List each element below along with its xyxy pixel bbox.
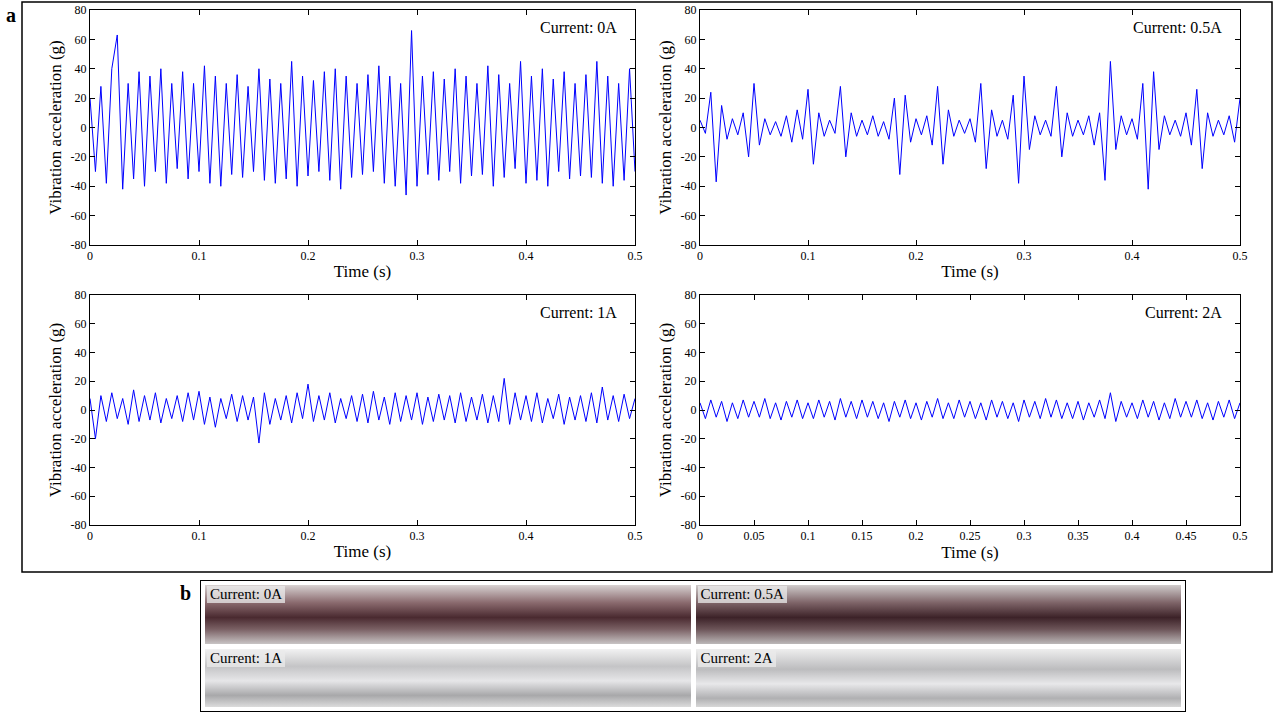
svg-text:0.1: 0.1	[192, 529, 207, 543]
svg-text:40: 40	[75, 62, 87, 76]
svg-text:20: 20	[75, 374, 87, 388]
svg-text:0.5: 0.5	[628, 529, 643, 543]
html-text:b: b	[180, 582, 192, 604]
svg-text:0.2: 0.2	[909, 249, 924, 263]
svg-text:0.5: 0.5	[628, 249, 643, 263]
svg-text:0: 0	[691, 403, 697, 417]
svg-text:Vibration acceleration (g): Vibration acceleration (g)	[46, 323, 65, 498]
svg-text:Time (s): Time (s)	[941, 543, 998, 562]
svg-text:20: 20	[685, 374, 697, 388]
svg-text:-40: -40	[681, 461, 697, 475]
svg-text:0.15: 0.15	[852, 529, 873, 543]
html-text:Current: 0A: Current: 0A	[210, 586, 283, 602]
svg-text:0.45: 0.45	[1176, 529, 1197, 543]
svg-text:0: 0	[87, 529, 93, 543]
svg-text:0.4: 0.4	[1125, 249, 1140, 263]
svg-text:Time (s): Time (s)	[941, 262, 998, 281]
svg-text:40: 40	[75, 346, 87, 360]
svg-text:Vibration acceleration (g): Vibration acceleration (g)	[656, 40, 675, 215]
svg-text:-40: -40	[71, 179, 87, 193]
svg-text:-40: -40	[681, 179, 697, 193]
svg-text:-20: -20	[71, 432, 87, 446]
svg-text:0.2: 0.2	[909, 529, 924, 543]
svg-text:60: 60	[75, 33, 87, 47]
svg-text:-60: -60	[71, 489, 87, 503]
svg-text:-20: -20	[681, 432, 697, 446]
svg-text:-80: -80	[71, 518, 87, 532]
svg-text:-80: -80	[681, 238, 697, 252]
svg-text:20: 20	[75, 91, 87, 105]
svg-text:60: 60	[75, 317, 87, 331]
svg-text:Time (s): Time (s)	[334, 542, 391, 561]
svg-text:0.2: 0.2	[301, 249, 316, 263]
svg-text:0.3: 0.3	[1017, 529, 1032, 543]
svg-text:0: 0	[697, 529, 703, 543]
svg-text:-40: -40	[71, 461, 87, 475]
svg-text:0.3: 0.3	[410, 529, 425, 543]
svg-text:0: 0	[81, 121, 87, 135]
svg-text:60: 60	[685, 33, 697, 47]
html-text:Current: 2A: Current: 2A	[700, 649, 773, 666]
svg-text:0.4: 0.4	[519, 529, 534, 543]
svg-text:0.35: 0.35	[1068, 529, 1089, 543]
svg-text:80: 80	[75, 288, 87, 302]
svg-text:Current: 0A: Current: 0A	[540, 19, 617, 36]
svg-text:80: 80	[685, 3, 697, 17]
svg-text:0.1: 0.1	[801, 529, 816, 543]
svg-text:0.1: 0.1	[801, 249, 816, 263]
svg-text:60: 60	[685, 317, 697, 331]
svg-text:0.5: 0.5	[1233, 249, 1248, 263]
svg-text:80: 80	[75, 3, 87, 17]
svg-text:0: 0	[81, 403, 87, 417]
svg-text:0.4: 0.4	[519, 249, 534, 263]
svg-text:-80: -80	[681, 518, 697, 532]
svg-text:0: 0	[697, 249, 703, 263]
svg-text:0: 0	[691, 121, 697, 135]
svg-text:-80: -80	[71, 238, 87, 252]
svg-text:Vibration acceleration (g): Vibration acceleration (g)	[46, 40, 65, 215]
svg-text:a: a	[6, 4, 16, 26]
svg-text:Vibration acceleration (g): Vibration acceleration (g)	[656, 323, 675, 498]
svg-text:Current: 1A: Current: 1A	[540, 304, 617, 321]
svg-text:0.1: 0.1	[192, 249, 207, 263]
svg-text:0.3: 0.3	[410, 249, 425, 263]
svg-text:-20: -20	[681, 150, 697, 164]
svg-text:80: 80	[685, 288, 697, 302]
svg-text:20: 20	[685, 91, 697, 105]
html-text:Current: 0.5A: Current: 0.5A	[700, 586, 784, 602]
svg-text:Time (s): Time (s)	[334, 262, 391, 281]
svg-text:-20: -20	[71, 150, 87, 164]
svg-text:-60: -60	[681, 489, 697, 503]
svg-text:0.5: 0.5	[1233, 529, 1248, 543]
svg-text:-60: -60	[681, 209, 697, 223]
svg-text:0.4: 0.4	[1125, 529, 1140, 543]
svg-text:40: 40	[685, 346, 697, 360]
svg-text:-60: -60	[71, 209, 87, 223]
svg-text:0: 0	[87, 249, 93, 263]
html-text:Current: 1A: Current: 1A	[210, 649, 283, 666]
svg-text:40: 40	[685, 62, 697, 76]
svg-text:0.2: 0.2	[301, 529, 316, 543]
svg-text:0.3: 0.3	[1017, 249, 1032, 263]
svg-text:Current: 2A: Current: 2A	[1145, 304, 1222, 321]
svg-text:Current: 0.5A: Current: 0.5A	[1133, 19, 1222, 36]
svg-text:0.25: 0.25	[960, 529, 981, 543]
svg-text:0.05: 0.05	[744, 529, 765, 543]
